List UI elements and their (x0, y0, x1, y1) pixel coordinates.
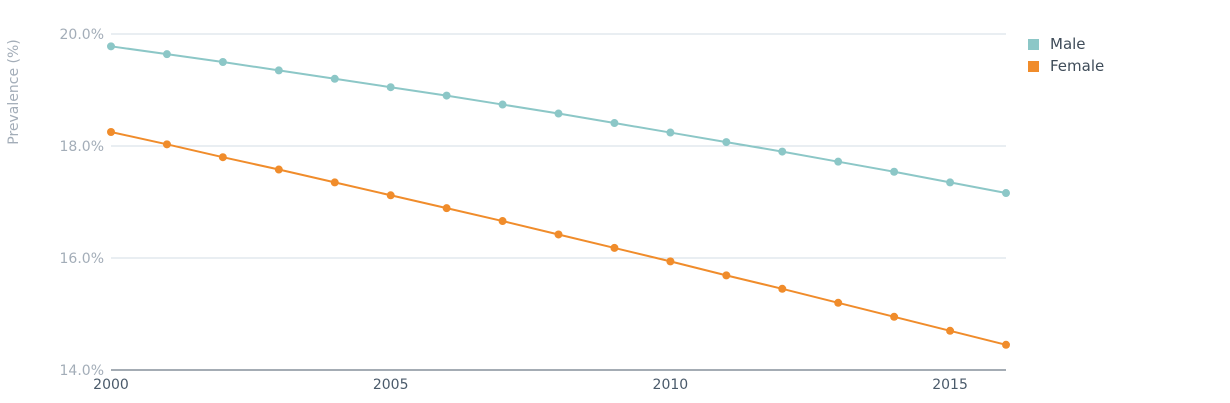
data-point-male[interactable] (666, 128, 675, 137)
series-group (107, 42, 1010, 349)
data-point-female[interactable] (890, 312, 899, 321)
data-point-female[interactable] (498, 217, 507, 226)
data-point-female[interactable] (274, 165, 283, 174)
data-point-male[interactable] (442, 91, 451, 100)
x-tick-label: 2010 (653, 377, 689, 393)
data-point-male[interactable] (386, 83, 395, 92)
legend-label-female: Female (1050, 57, 1105, 75)
y-tick-label: 14.0% (60, 363, 104, 379)
y-tick-label: 18.0% (60, 139, 104, 155)
series-line-male (110, 45, 1007, 195)
legend-item-male[interactable]: Male (1028, 33, 1104, 55)
data-point-female[interactable] (554, 230, 563, 239)
legend-label-male: Male (1050, 35, 1086, 53)
x-tick-label: 2005 (373, 377, 409, 393)
x-axis: 2000 2005 2010 2015 (93, 377, 968, 393)
data-point-male[interactable] (834, 157, 843, 166)
data-point-male[interactable] (274, 66, 283, 75)
legend-item-female[interactable]: Female (1028, 55, 1104, 77)
data-point-male[interactable] (554, 109, 563, 118)
data-point-female[interactable] (1002, 340, 1010, 349)
data-point-female[interactable] (442, 204, 451, 213)
data-point-female[interactable] (666, 257, 675, 266)
y-axis: 14.0% 16.0% 18.0% 20.0% (60, 27, 104, 379)
data-point-male[interactable] (107, 42, 115, 51)
legend: Male Female (1028, 33, 1104, 77)
data-point-male[interactable] (890, 167, 899, 176)
data-point-female[interactable] (946, 326, 955, 335)
y-axis-label: Prevalence (%) (6, 39, 22, 145)
data-point-male[interactable] (498, 100, 507, 109)
data-point-female[interactable] (330, 178, 339, 187)
data-point-female[interactable] (834, 298, 843, 307)
y-tick-label: 20.0% (60, 27, 104, 43)
series-male (107, 42, 1010, 198)
data-point-female[interactable] (162, 140, 171, 149)
data-point-male[interactable] (610, 119, 619, 128)
data-point-female[interactable] (218, 153, 227, 162)
data-point-male[interactable] (778, 147, 787, 156)
data-point-female[interactable] (386, 191, 395, 200)
data-point-male[interactable] (162, 50, 171, 59)
x-tick-label: 2015 (932, 377, 968, 393)
y-tick-label: 16.0% (60, 251, 104, 267)
data-point-male[interactable] (722, 138, 731, 147)
data-point-female[interactable] (778, 284, 787, 293)
data-point-female[interactable] (610, 243, 619, 252)
data-point-male[interactable] (218, 58, 227, 66)
data-point-female[interactable] (107, 128, 115, 136)
data-point-male[interactable] (946, 178, 955, 187)
data-point-female[interactable] (722, 271, 731, 280)
data-point-male[interactable] (1002, 189, 1010, 198)
grid (111, 33, 1006, 371)
legend-swatch-male (1028, 38, 1039, 50)
x-tick-label: 2000 (93, 377, 129, 393)
series-female (107, 128, 1010, 349)
data-point-male[interactable] (330, 74, 339, 83)
legend-swatch-female (1028, 60, 1039, 72)
